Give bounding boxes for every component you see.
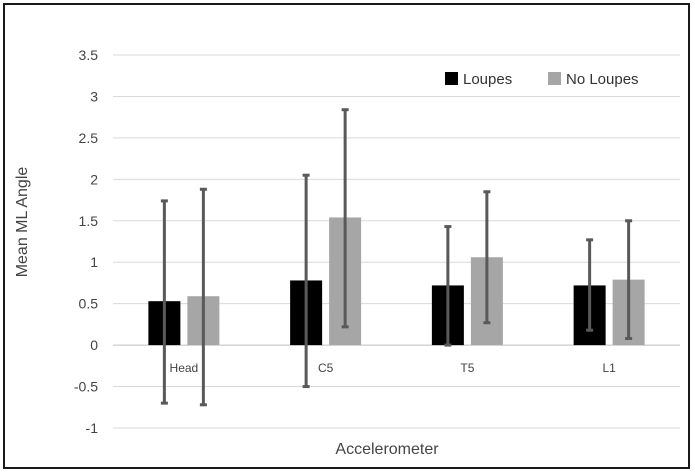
- y-axis-title: Mean ML Angle: [14, 167, 31, 278]
- legend-swatch: [445, 72, 458, 85]
- y-tick-label: 0: [90, 337, 98, 353]
- x-category-label: T5: [460, 361, 474, 375]
- error-bars: [160, 108, 633, 407]
- x-category-label: C5: [318, 361, 334, 375]
- legend-label: Loupes: [463, 71, 512, 88]
- y-tick-label: 1.5: [79, 213, 99, 229]
- y-tick-label: 3.5: [79, 47, 99, 63]
- x-category-label: Head: [170, 361, 199, 375]
- legend: Loupes No Loupes: [445, 71, 639, 88]
- y-axis-ticks: 3.5 3 2.5 2 1.5 1 0.5 0 -0.5 -1: [74, 47, 98, 436]
- legend-swatch: [548, 72, 561, 85]
- x-category-label: L1: [602, 361, 616, 375]
- x-axis-categories: Head C5 T5 L1: [170, 361, 617, 375]
- y-tick-label: 2.5: [79, 130, 99, 146]
- y-tick-label: -1: [86, 420, 99, 436]
- y-tick-label: -0.5: [74, 379, 98, 395]
- legend-label: No Loupes: [566, 71, 639, 88]
- y-tick-label: 2: [90, 171, 98, 187]
- y-tick-label: 3: [90, 88, 98, 104]
- x-axis-title: Accelerometer: [335, 441, 439, 458]
- y-tick-label: 1: [90, 254, 98, 270]
- bars: [148, 217, 645, 346]
- y-tick-label: 0.5: [79, 296, 99, 312]
